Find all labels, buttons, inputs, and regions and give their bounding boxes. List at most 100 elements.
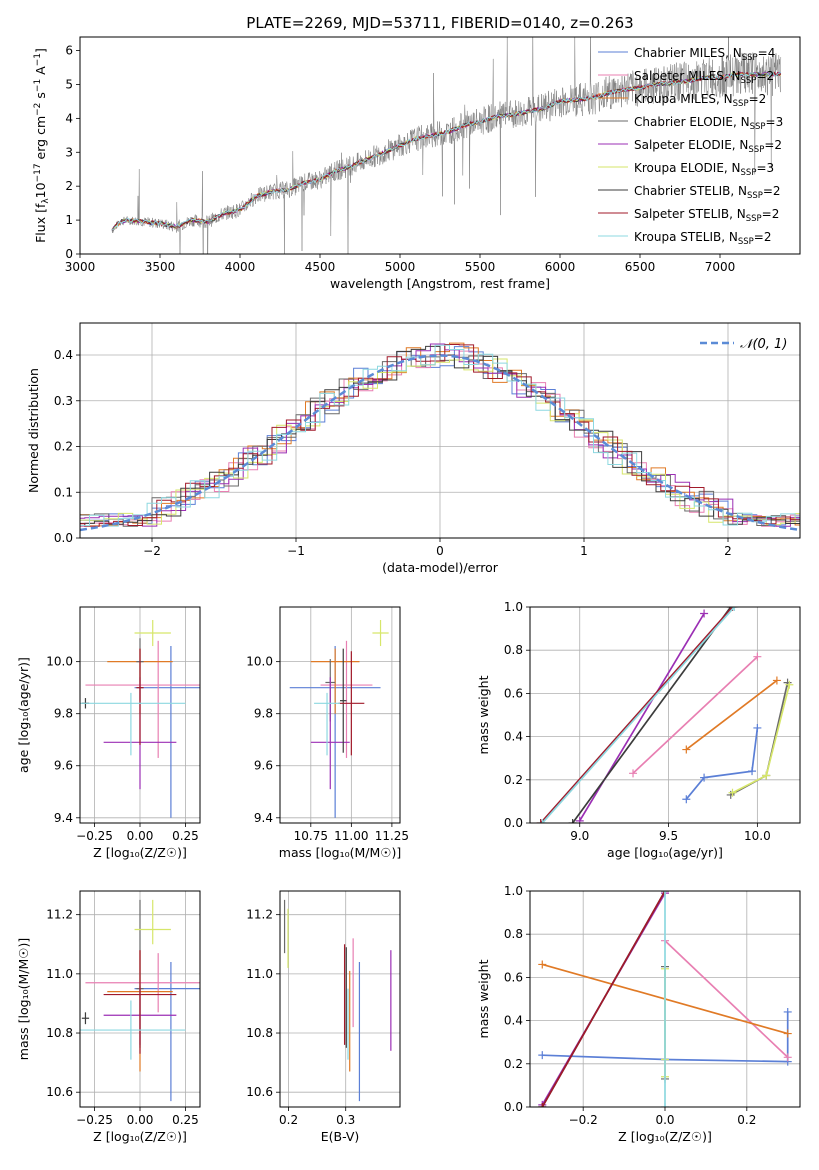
x-tick-label: 6000: [545, 260, 576, 274]
y-tick-label: 0: [65, 247, 73, 261]
y-label-part: λ: [41, 198, 51, 204]
y-tick-label: 0.2: [504, 773, 523, 787]
x-tick-label: 0.2: [737, 1113, 756, 1127]
weight-marker: [538, 960, 547, 969]
weight-marker: [748, 767, 757, 776]
x-tick-label: 4000: [225, 260, 256, 274]
y-tick-label: 0.0: [504, 1100, 523, 1114]
axes-border: [279, 890, 401, 1108]
mass-vs-metallicity-panel: −0.25 0.00 0.25 10.6 10.8 11.0 11.2 Z [log₁₀(Z/…: [16, 890, 201, 1144]
gaussian-curve: [80, 354, 800, 532]
y-tick-label: 0.3: [54, 394, 73, 408]
y-label-part: erg cm: [33, 116, 48, 164]
weight-marker: [536, 819, 545, 823]
y-label-part: −2: [33, 103, 43, 116]
weight-marker: [629, 769, 638, 778]
plot-area: [538, 891, 792, 1107]
plot-area: [289, 620, 389, 818]
legend-tail: =2: [763, 184, 781, 198]
x-axis-label: mass [log₁₀(M/M☉)]: [279, 845, 401, 860]
legend-text: Kroupa STELIB, N: [634, 230, 738, 244]
legend-tail: =2: [754, 230, 772, 244]
x-tick-label: 10.75: [294, 829, 328, 843]
x-tick-label: −0.25: [76, 829, 113, 843]
x-tick-label: −1: [287, 544, 305, 558]
y-tick-label: 0.2: [504, 1057, 523, 1071]
weight-line-kroupa-miles: [685, 679, 778, 751]
y-tick-label: 6: [65, 44, 73, 58]
y-axis-label: mass [log₁₀(M/M☉)]: [16, 938, 31, 1060]
y-tick-label: 10.6: [246, 1085, 273, 1099]
weight-marker: [783, 1007, 792, 1016]
legend-entry: Kroupa STELIB, NSSP=2: [634, 230, 772, 247]
y-tick-label: 0.0: [54, 531, 73, 545]
y-label-part: A: [33, 66, 48, 79]
legend-entry: Chabrier ELODIE, NSSP=3: [634, 115, 783, 132]
plot-area: [283, 899, 392, 1102]
x-tick-label: −2: [143, 544, 161, 558]
x-axis-label: Z [log₁₀(Z/Z☉)]: [93, 1129, 187, 1144]
plot-area: [111, 37, 782, 254]
y-tick-label: 0.1: [54, 485, 73, 499]
y-tick-label: 0.4: [504, 1014, 523, 1028]
x-tick-label: 11.00: [334, 829, 368, 843]
weight-marker: [538, 1051, 547, 1060]
weight-marker: [568, 819, 577, 823]
x-tick-label: 9.5: [659, 829, 678, 843]
y-tick-label: 5: [65, 77, 73, 91]
y-tick-label: 10.6: [46, 1085, 73, 1099]
plot-area: [80, 899, 200, 1102]
legend-entry: Salpeter ELODIE, NSSP=2: [634, 138, 782, 155]
legend-entry: Salpeter MILES, NSSP=2: [634, 69, 774, 86]
axes-border: [529, 606, 801, 824]
histogram-chabrier-stelib: [80, 345, 800, 525]
plot-area: [536, 607, 794, 823]
x-axis-label: age [log₁₀(age/yr)]: [607, 845, 723, 860]
x-axis-label: Z [log₁₀(Z/Z☉)]: [618, 1129, 712, 1144]
weight-vs-age-panel: 9.0 9.5 10.0 0.0 0.2 0.4 0.6 0.8 1.0 age [log₁₀(a…: [476, 600, 801, 860]
weight-marker: [783, 1053, 792, 1062]
y-tick-label: 4: [65, 111, 73, 125]
legend-text: Chabrier STELIB, N: [634, 184, 747, 198]
y-tick-label: 9.4: [54, 811, 73, 825]
legend-entry: Chabrier STELIB, NSSP=2: [634, 184, 781, 201]
y-tick-label: 9.8: [54, 707, 73, 721]
age-vs-metallicity-panel: −0.25 0.00 0.25 9.4 9.6 9.8 10.0 Z [log₁₀(Z/Z☉)…: [16, 606, 201, 860]
legend-tail: =2: [764, 138, 782, 152]
weight-marker: [682, 745, 691, 754]
x-tick-label: 0: [436, 544, 444, 558]
x-tick-label: 3500: [145, 260, 176, 274]
axes-border: [79, 36, 801, 255]
y-tick-label: 0.2: [54, 440, 73, 454]
y-axis-label: age [log₁₀(age/yr)]: [16, 657, 31, 773]
x-tick-label: 1: [580, 544, 588, 558]
legend-entry: 𝒩(0, 1): [740, 337, 787, 352]
legend-text: Kroupa ELODIE, N: [634, 161, 741, 175]
y-tick-label: 11.2: [46, 908, 73, 922]
legend-text: Salpeter STELIB, N: [634, 207, 746, 221]
chart-title: PLATE=2269, MJD=53711, FIBERID=0140, z=0…: [246, 14, 633, 32]
x-tick-label: 11.25: [375, 829, 409, 843]
legend-sub: SSP: [750, 122, 766, 132]
weight-line-salpeter-stelib: [541, 891, 666, 1107]
x-tick-label: 0.0: [655, 1113, 674, 1127]
legend-sub: SSP: [733, 99, 749, 109]
y-axis-label: Flux [fλ10−17 erg cm−2 s−1 A−1]: [33, 48, 51, 243]
y-label-part: s: [33, 92, 48, 103]
legend-text: Salpeter ELODIE, N: [634, 138, 748, 152]
weight-marker: [682, 795, 691, 804]
y-label-part: −1: [33, 79, 43, 92]
weight-marker: [700, 609, 709, 618]
legend-sub: SSP: [748, 145, 764, 155]
x-tick-label: 0.00: [127, 829, 154, 843]
y-tick-label: 11.0: [246, 967, 273, 981]
histogram-chabrier-miles: [80, 346, 800, 526]
model-spectrum-kroupa-stelib: [111, 71, 782, 230]
x-axis-label: (data-model)/error: [382, 560, 499, 575]
legend-sub: SSP: [742, 53, 758, 63]
legend-tail: =3: [756, 161, 774, 175]
y-tick-label: 0.4: [54, 348, 73, 362]
legend-text: Chabrier MILES, N: [634, 46, 742, 60]
y-tick-label: 0.6: [504, 970, 523, 984]
